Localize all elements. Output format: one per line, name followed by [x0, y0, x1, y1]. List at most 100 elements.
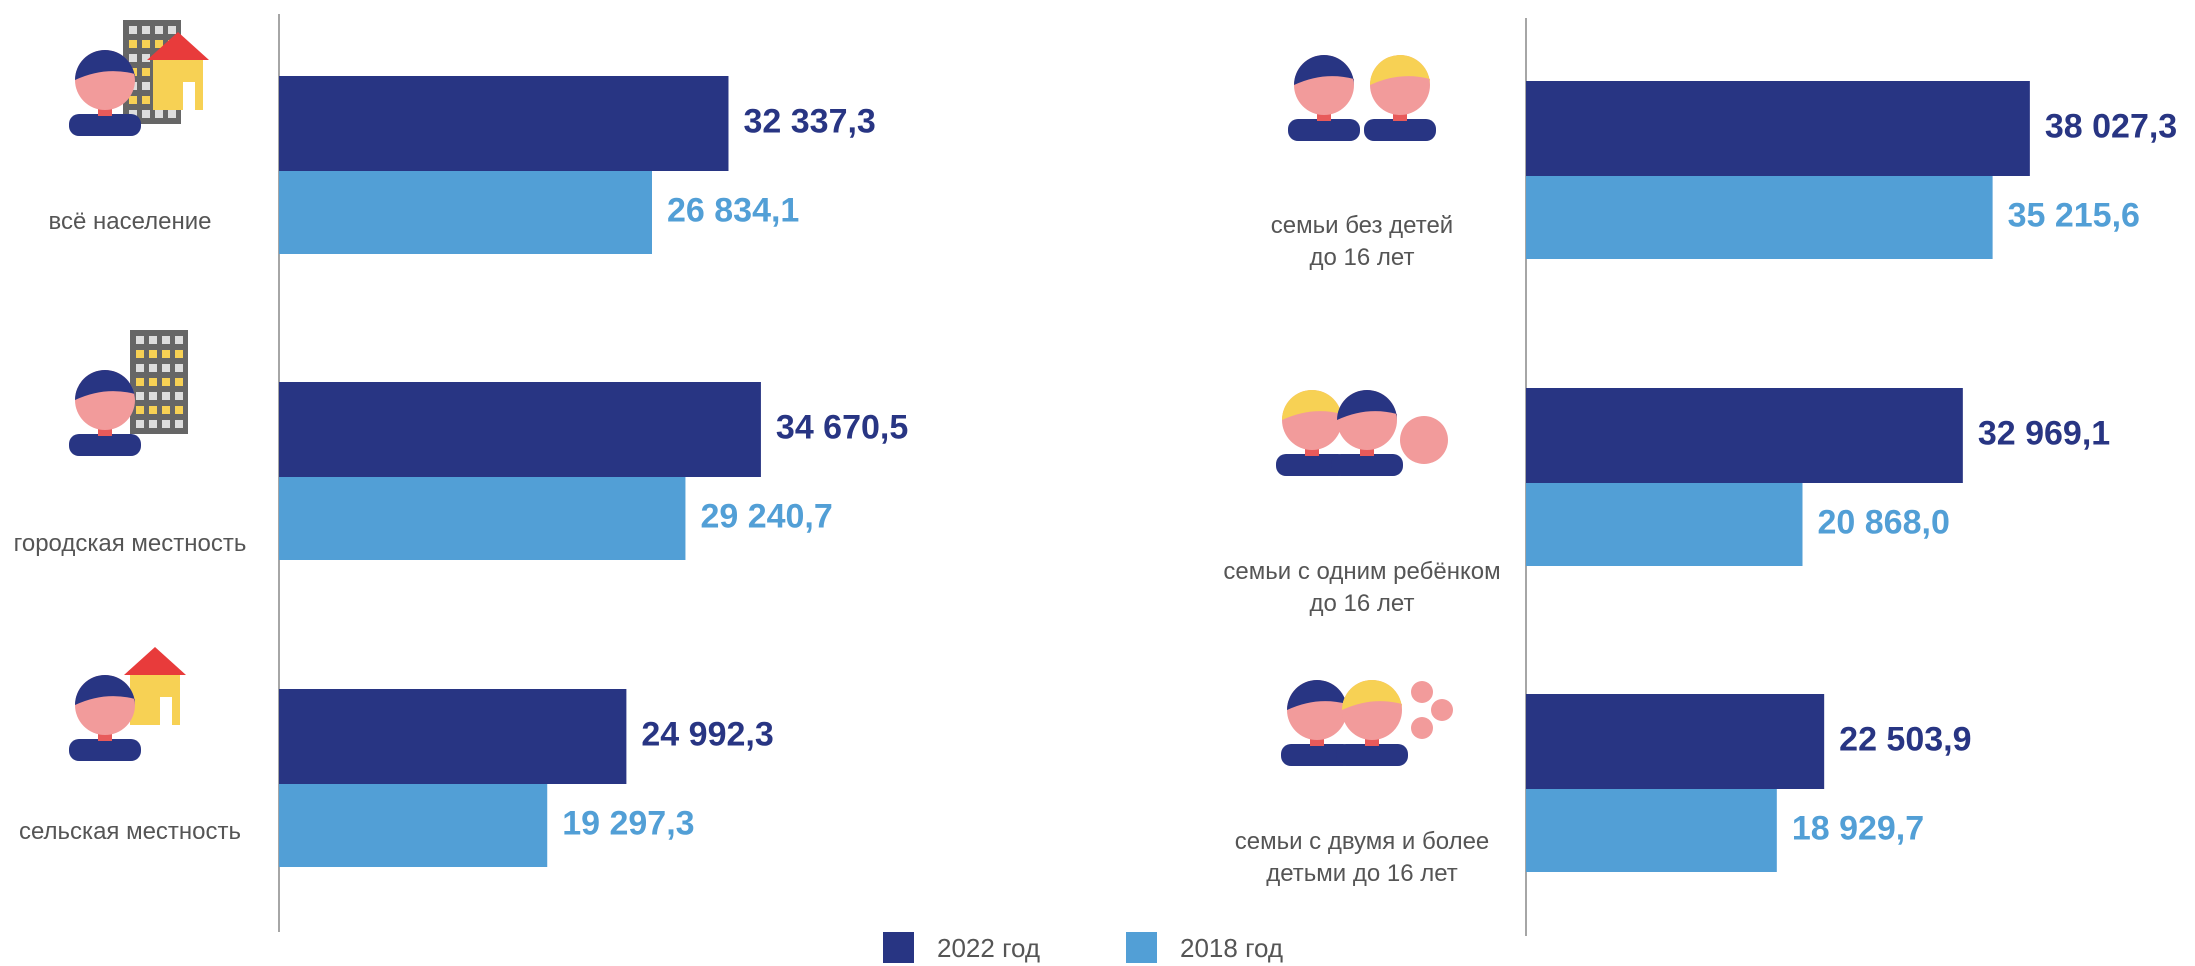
icon — [1342, 680, 1402, 710]
icon — [162, 350, 170, 358]
icon — [149, 420, 157, 428]
icon — [136, 364, 144, 372]
icon — [153, 60, 203, 110]
icon — [155, 110, 163, 118]
icon — [75, 370, 135, 400]
icon — [130, 675, 180, 725]
icon — [160, 697, 172, 725]
icon — [136, 406, 144, 414]
value-label: 22 503,9 — [1839, 720, 1971, 758]
icon — [142, 54, 150, 62]
icon — [75, 50, 135, 80]
icon — [175, 336, 183, 344]
bar — [279, 382, 761, 477]
category-label: всё население — [48, 208, 212, 235]
value-label: 38 027,3 — [2045, 107, 2177, 145]
bar — [279, 477, 686, 560]
icon — [142, 40, 150, 48]
bar — [1526, 694, 1825, 789]
icon — [136, 350, 144, 358]
icon — [1331, 454, 1403, 476]
icon — [1400, 416, 1448, 464]
icon — [162, 336, 170, 344]
icon — [162, 392, 170, 400]
icon — [1370, 55, 1430, 85]
bar — [1526, 176, 1993, 259]
icon — [136, 336, 144, 344]
value-label: 32 969,1 — [1978, 414, 2110, 452]
icon — [162, 364, 170, 372]
icon — [175, 350, 183, 358]
icon — [155, 26, 163, 34]
bar — [279, 76, 729, 171]
icon — [175, 420, 183, 428]
icon — [1411, 681, 1433, 703]
icon — [149, 336, 157, 344]
legend-swatch — [1126, 932, 1157, 963]
icon — [136, 378, 144, 386]
category-label: семьи с двумя и более детьми до 16 лет — [1234, 828, 1490, 887]
legend-label: 2018 год — [1180, 933, 1283, 963]
legend-label: 2022 год — [937, 933, 1040, 963]
icon — [129, 96, 137, 104]
icon — [142, 82, 150, 90]
icon — [142, 96, 150, 104]
icon — [162, 378, 170, 386]
icon — [1336, 744, 1408, 766]
bar — [1526, 789, 1777, 872]
icon — [168, 26, 176, 34]
value-label: 34 670,5 — [776, 408, 908, 446]
icon — [175, 392, 183, 400]
icon — [142, 26, 150, 34]
icon — [124, 647, 186, 675]
icon — [142, 68, 150, 76]
icon — [183, 82, 195, 110]
icon — [162, 420, 170, 428]
icon — [1337, 390, 1397, 420]
icon — [175, 364, 183, 372]
category-label: семьи с одним ребёнком до 16 лет — [1223, 558, 1501, 617]
icon — [136, 392, 144, 400]
value-label: 26 834,1 — [667, 191, 799, 229]
icon — [129, 110, 137, 118]
bar — [1526, 388, 1963, 483]
icon — [1281, 744, 1353, 766]
icon — [1294, 55, 1354, 85]
category-label: сельская местность — [18, 818, 242, 845]
icon — [1431, 699, 1453, 721]
value-label: 29 240,7 — [700, 497, 832, 535]
icon — [75, 675, 135, 705]
icon — [1282, 390, 1342, 420]
icon — [1364, 119, 1436, 141]
bar — [1526, 483, 1803, 566]
bar — [1526, 81, 2030, 176]
icon — [175, 378, 183, 386]
icon — [162, 406, 170, 414]
value-label: 24 992,3 — [641, 715, 773, 753]
icon — [1288, 119, 1360, 141]
legend-swatch — [883, 932, 914, 963]
icon — [149, 350, 157, 358]
icon — [129, 26, 137, 34]
bar — [279, 171, 652, 254]
icon — [149, 364, 157, 372]
value-label: 18 929,7 — [1792, 809, 1924, 847]
icon — [149, 378, 157, 386]
icon — [155, 40, 163, 48]
icon — [175, 406, 183, 414]
icon — [1287, 680, 1347, 710]
icon — [129, 54, 137, 62]
icon — [147, 32, 209, 60]
icon — [149, 392, 157, 400]
icon — [69, 739, 141, 761]
value-label: 20 868,0 — [1818, 503, 1950, 541]
icon — [149, 406, 157, 414]
bar — [279, 689, 627, 784]
bar — [279, 784, 548, 867]
icon — [69, 114, 141, 136]
value-label: 19 297,3 — [562, 804, 694, 842]
icon — [168, 110, 176, 118]
value-label: 35 215,6 — [2008, 196, 2140, 234]
